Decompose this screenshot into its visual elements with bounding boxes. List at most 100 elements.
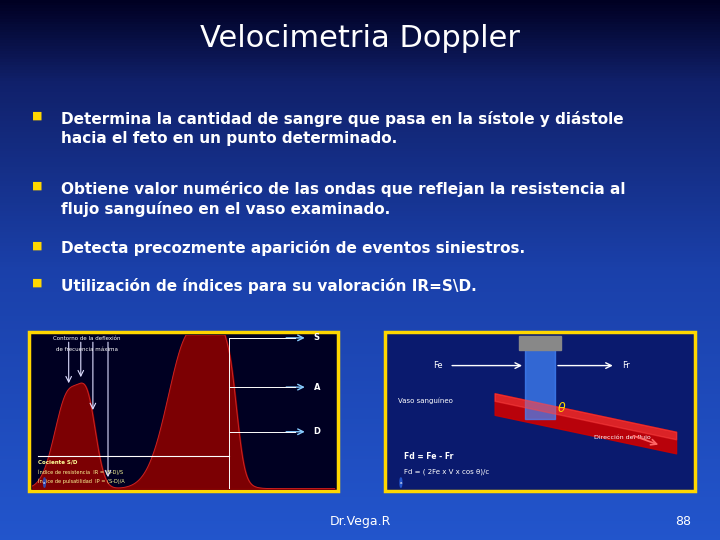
Text: Utilización de índices para su valoración IR=S\D.: Utilización de índices para su valoració… xyxy=(61,278,477,294)
Bar xyxy=(0,146,720,148)
Bar xyxy=(0,22,720,24)
Bar xyxy=(0,410,720,413)
Bar xyxy=(0,178,720,181)
Bar xyxy=(0,416,720,418)
Bar xyxy=(0,14,720,16)
Bar xyxy=(0,122,720,124)
Bar xyxy=(0,435,720,437)
Bar xyxy=(0,308,720,310)
Bar xyxy=(0,489,720,491)
Bar xyxy=(0,216,720,219)
Bar xyxy=(0,219,720,221)
Bar xyxy=(0,348,720,351)
Bar xyxy=(0,537,720,540)
Bar xyxy=(0,502,720,505)
Bar xyxy=(0,343,720,346)
Bar xyxy=(0,329,720,332)
Bar xyxy=(0,100,720,103)
Bar xyxy=(0,359,720,362)
Text: Contorno de la deflexión: Contorno de la deflexión xyxy=(53,336,120,341)
Bar xyxy=(0,84,720,86)
Text: ■: ■ xyxy=(32,181,43,191)
Bar xyxy=(0,486,720,489)
Bar xyxy=(0,35,720,38)
Bar xyxy=(0,0,720,3)
Bar xyxy=(0,483,720,486)
Bar xyxy=(0,278,720,281)
Bar xyxy=(0,135,720,138)
Text: 88: 88 xyxy=(675,515,691,528)
Bar xyxy=(0,68,720,70)
Text: Obtiene valor numérico de las ondas que reflejan la resistencia al
flujo sanguín: Obtiene valor numérico de las ondas que … xyxy=(61,181,626,218)
Bar xyxy=(0,362,720,364)
Bar xyxy=(0,472,720,475)
Bar xyxy=(0,516,720,518)
Bar xyxy=(29,332,338,491)
Bar xyxy=(0,513,720,516)
Bar xyxy=(0,151,720,154)
Bar xyxy=(0,456,720,459)
Bar xyxy=(0,340,720,343)
Bar xyxy=(0,526,720,529)
Bar xyxy=(0,232,720,235)
Bar xyxy=(0,124,720,127)
Bar xyxy=(0,157,720,159)
Bar xyxy=(0,256,720,259)
Bar xyxy=(0,57,720,59)
Bar xyxy=(0,176,720,178)
Bar xyxy=(0,32,720,35)
Bar xyxy=(0,194,720,197)
Bar xyxy=(0,208,720,211)
Bar xyxy=(0,389,720,392)
Bar xyxy=(0,138,720,140)
Bar xyxy=(0,356,720,359)
Bar xyxy=(0,481,720,483)
Bar xyxy=(0,73,720,76)
Bar xyxy=(0,105,720,108)
Bar xyxy=(0,421,720,424)
Bar xyxy=(0,470,720,472)
Bar xyxy=(0,386,720,389)
Text: Dr.Vega.R: Dr.Vega.R xyxy=(329,515,391,528)
Text: a: a xyxy=(43,481,46,484)
Bar xyxy=(0,429,720,432)
Bar xyxy=(0,478,720,481)
Bar xyxy=(0,38,720,40)
Bar xyxy=(0,310,720,313)
Bar xyxy=(0,459,720,462)
Bar xyxy=(0,92,720,94)
Bar xyxy=(0,181,720,184)
Bar xyxy=(0,364,720,367)
Bar xyxy=(0,19,720,22)
Bar xyxy=(0,24,720,27)
Bar xyxy=(0,375,720,378)
Bar xyxy=(0,454,720,456)
Bar xyxy=(0,327,720,329)
Text: Detecta precozmente aparición de eventos siniestros.: Detecta precozmente aparición de eventos… xyxy=(61,240,526,256)
Bar xyxy=(0,76,720,78)
Bar xyxy=(0,111,720,113)
Text: ■: ■ xyxy=(32,111,43,121)
Bar xyxy=(0,378,720,381)
Bar xyxy=(0,238,720,240)
Circle shape xyxy=(44,478,45,487)
Bar xyxy=(0,205,720,208)
Bar xyxy=(0,275,720,278)
Bar xyxy=(0,148,720,151)
Bar xyxy=(0,259,720,262)
Bar xyxy=(0,127,720,130)
Bar xyxy=(0,40,720,43)
Bar xyxy=(0,267,720,270)
Bar xyxy=(0,62,720,65)
Text: Fd = ( 2Fe x V x cos θ)/c: Fd = ( 2Fe x V x cos θ)/c xyxy=(404,468,489,475)
Bar xyxy=(0,221,720,224)
Bar xyxy=(0,338,720,340)
Bar xyxy=(0,265,720,267)
Bar xyxy=(0,400,720,402)
Bar xyxy=(0,262,720,265)
Bar xyxy=(0,119,720,122)
Text: Vaso sanguíneo: Vaso sanguíneo xyxy=(398,398,453,404)
Bar xyxy=(0,497,720,500)
Text: Fe: Fe xyxy=(433,361,444,370)
Bar xyxy=(0,192,720,194)
